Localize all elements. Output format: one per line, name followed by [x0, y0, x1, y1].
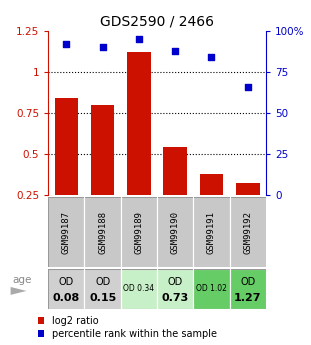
Bar: [193, 269, 230, 309]
Bar: [91, 105, 114, 236]
Bar: [85, 197, 121, 267]
Text: 0.73: 0.73: [162, 293, 189, 303]
Point: [173, 48, 178, 53]
Bar: [200, 174, 223, 236]
Text: GSM99191: GSM99191: [207, 210, 216, 254]
Bar: [127, 52, 151, 236]
Title: GDS2590 / 2466: GDS2590 / 2466: [100, 14, 214, 29]
Text: OD: OD: [240, 277, 255, 287]
Point: [100, 45, 105, 50]
Text: OD: OD: [95, 277, 110, 287]
Text: age: age: [12, 275, 31, 285]
Point: [64, 41, 69, 47]
Point: [137, 37, 142, 42]
Legend: log2 ratio, percentile rank within the sample: log2 ratio, percentile rank within the s…: [38, 316, 217, 339]
Bar: [230, 197, 266, 267]
Point: [209, 55, 214, 60]
Bar: [163, 147, 187, 236]
Text: 1.27: 1.27: [234, 293, 262, 303]
Text: 0.08: 0.08: [53, 293, 80, 303]
Bar: [48, 269, 85, 309]
Bar: [48, 197, 85, 267]
Text: 0.15: 0.15: [89, 293, 116, 303]
Text: GSM99192: GSM99192: [243, 210, 252, 254]
Bar: [157, 197, 193, 267]
Bar: [121, 269, 157, 309]
Text: OD 0.34: OD 0.34: [123, 284, 155, 294]
Bar: [193, 197, 230, 267]
Bar: [85, 269, 121, 309]
Text: OD: OD: [168, 277, 183, 287]
Bar: [157, 269, 193, 309]
Text: GSM99188: GSM99188: [98, 210, 107, 254]
Text: OD: OD: [59, 277, 74, 287]
Bar: [121, 197, 157, 267]
Text: GSM99187: GSM99187: [62, 210, 71, 254]
Bar: [54, 98, 78, 236]
Text: OD 1.02: OD 1.02: [196, 284, 227, 294]
Bar: [236, 184, 260, 236]
Text: GSM99189: GSM99189: [134, 210, 143, 254]
Text: GSM99190: GSM99190: [171, 210, 180, 254]
Point: [245, 84, 250, 90]
Bar: [230, 269, 266, 309]
Polygon shape: [11, 287, 26, 295]
